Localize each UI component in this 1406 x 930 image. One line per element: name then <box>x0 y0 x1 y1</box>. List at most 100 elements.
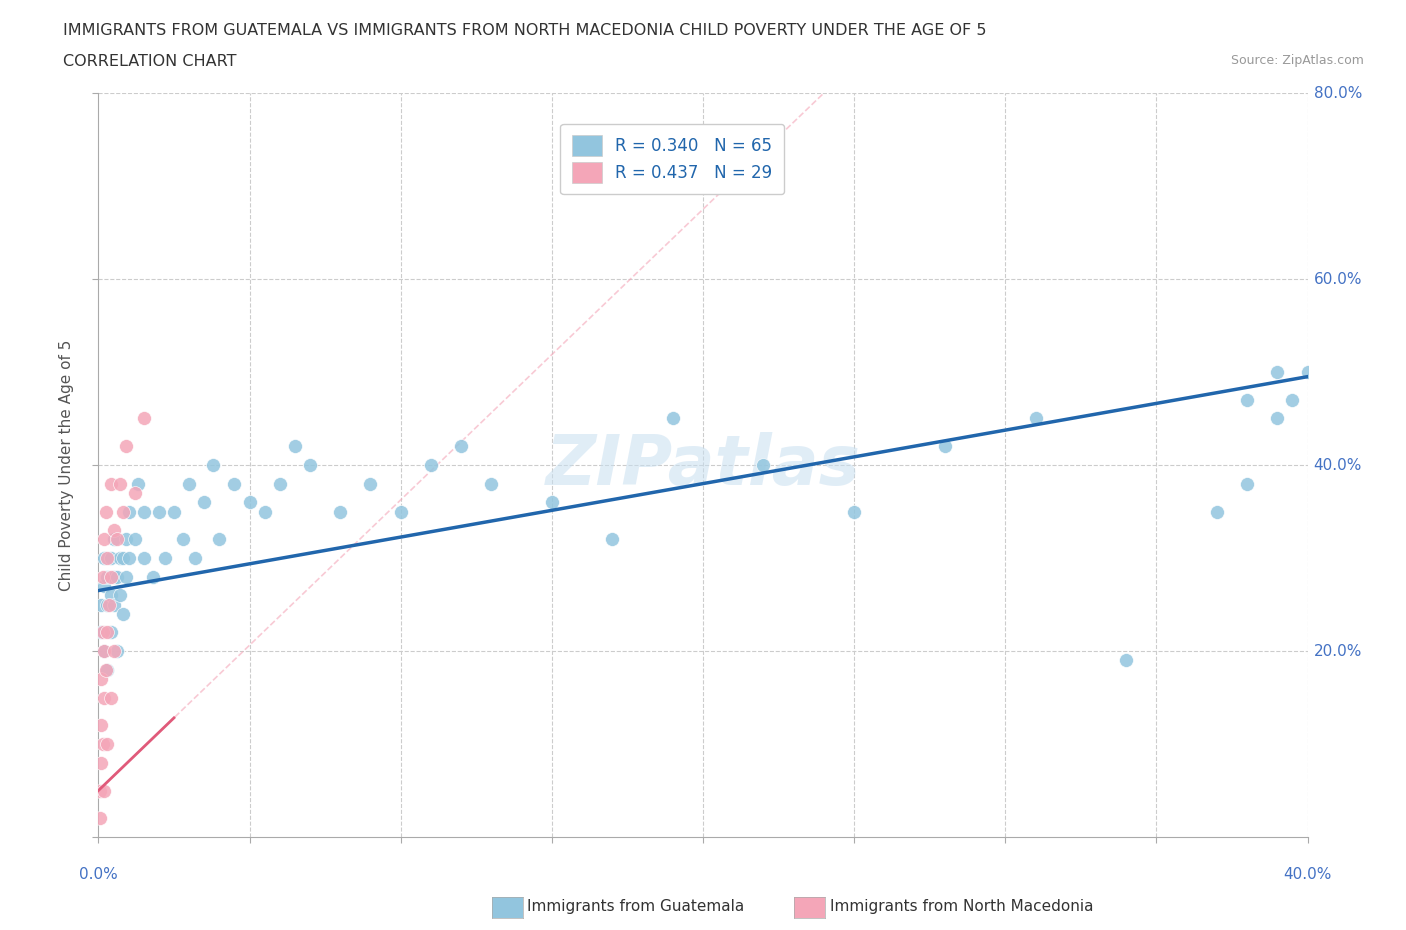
Point <box>114 569 136 584</box>
Point <box>96 737 118 751</box>
Point <box>127 476 149 491</box>
Point <box>91 625 114 640</box>
Text: Source: ZipAtlas.com: Source: ZipAtlas.com <box>1230 54 1364 67</box>
Text: 40.0%: 40.0% <box>1313 458 1362 472</box>
Point <box>284 439 307 454</box>
Point <box>105 532 128 547</box>
Point <box>100 476 122 491</box>
Point <box>108 551 131 565</box>
Point <box>1296 365 1319 379</box>
Text: Immigrants from North Macedonia: Immigrants from North Macedonia <box>830 899 1092 914</box>
Point <box>111 504 134 519</box>
Point <box>103 597 125 612</box>
Point <box>89 783 111 798</box>
Point <box>89 811 111 826</box>
Point <box>844 504 866 519</box>
Point <box>360 476 382 491</box>
Point <box>93 551 115 565</box>
Point <box>132 411 155 426</box>
Text: Immigrants from Guatemala: Immigrants from Guatemala <box>527 899 745 914</box>
Point <box>105 569 128 584</box>
Point <box>179 476 201 491</box>
Point <box>450 439 472 454</box>
Point <box>208 532 231 547</box>
Point <box>224 476 246 491</box>
Point <box>269 476 291 491</box>
Point <box>90 718 112 733</box>
Point <box>96 551 118 565</box>
Point <box>193 495 215 510</box>
Point <box>100 625 122 640</box>
Point <box>1267 411 1289 426</box>
Point <box>172 532 194 547</box>
Point <box>100 551 122 565</box>
Text: ZIPatlas: ZIPatlas <box>546 432 860 498</box>
Point <box>1115 653 1137 668</box>
Point <box>98 597 121 612</box>
Point <box>100 588 122 603</box>
Point <box>661 411 683 426</box>
Point <box>142 569 165 584</box>
Point <box>163 504 186 519</box>
Point <box>111 606 134 621</box>
Point <box>114 439 136 454</box>
Point <box>105 644 128 658</box>
Point <box>184 551 207 565</box>
Point <box>1024 411 1046 426</box>
Point <box>94 504 117 519</box>
Text: 20.0%: 20.0% <box>1313 644 1362 658</box>
Point <box>103 644 125 658</box>
Point <box>239 495 262 510</box>
Point <box>132 504 155 519</box>
Point <box>540 495 562 510</box>
Point <box>602 532 624 547</box>
Point <box>100 690 122 705</box>
Point <box>1267 365 1289 379</box>
Point <box>118 504 141 519</box>
Point <box>91 737 114 751</box>
Point <box>752 458 775 472</box>
Point <box>93 644 115 658</box>
Point <box>1281 392 1303 407</box>
Point <box>103 523 125 538</box>
Point <box>103 569 125 584</box>
Text: 40.0%: 40.0% <box>1284 867 1331 882</box>
Point <box>93 578 115 593</box>
Point <box>93 690 115 705</box>
Text: IMMIGRANTS FROM GUATEMALA VS IMMIGRANTS FROM NORTH MACEDONIA CHILD POVERTY UNDER: IMMIGRANTS FROM GUATEMALA VS IMMIGRANTS … <box>63 23 987 38</box>
Point <box>118 551 141 565</box>
Point <box>114 532 136 547</box>
Point <box>96 625 118 640</box>
Point <box>1236 392 1258 407</box>
Point <box>90 755 112 770</box>
Point <box>329 504 352 519</box>
Text: CORRELATION CHART: CORRELATION CHART <box>63 54 236 69</box>
Point <box>148 504 170 519</box>
Point <box>389 504 412 519</box>
Point <box>90 625 112 640</box>
Point <box>96 662 118 677</box>
Point <box>90 597 112 612</box>
Point <box>253 504 276 519</box>
Point <box>481 476 503 491</box>
Point <box>96 569 118 584</box>
Point <box>90 671 112 686</box>
Point <box>108 588 131 603</box>
Point <box>1206 504 1229 519</box>
Point <box>93 532 115 547</box>
Point <box>93 783 115 798</box>
Point <box>111 551 134 565</box>
Point <box>132 551 155 565</box>
Point <box>153 551 176 565</box>
Point <box>202 458 225 472</box>
Text: 80.0%: 80.0% <box>1313 86 1362 100</box>
Point <box>91 569 114 584</box>
Point <box>299 458 322 472</box>
Legend: R = 0.340   N = 65, R = 0.437   N = 29: R = 0.340 N = 65, R = 0.437 N = 29 <box>560 124 785 194</box>
Point <box>1236 476 1258 491</box>
Text: 0.0%: 0.0% <box>79 867 118 882</box>
Text: 60.0%: 60.0% <box>1313 272 1362 286</box>
Point <box>103 532 125 547</box>
Point <box>420 458 443 472</box>
Point <box>108 476 131 491</box>
